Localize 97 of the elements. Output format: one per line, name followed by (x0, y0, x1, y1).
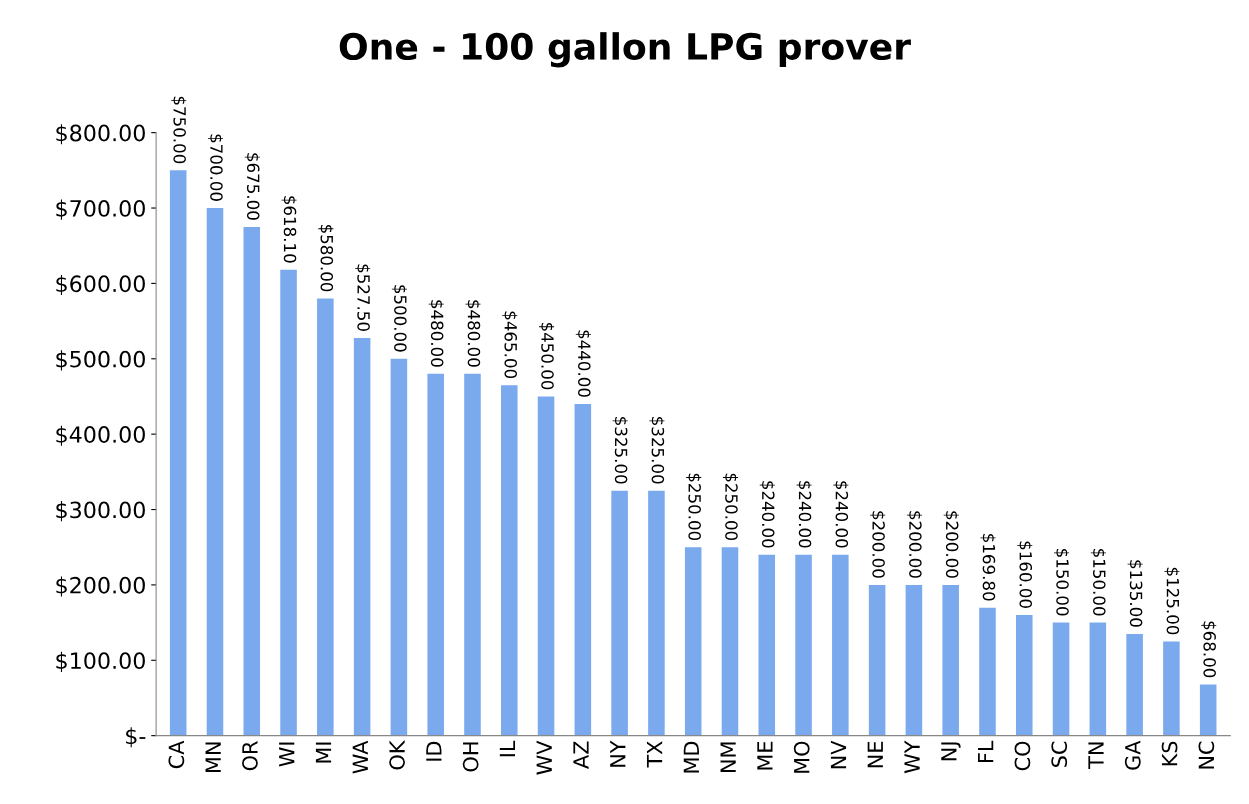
x-tick-label: TN (1088, 742, 1104, 769)
bar (868, 584, 886, 736)
bar (537, 396, 555, 736)
x-tick-label: WI (279, 742, 295, 767)
x-tick-label: MD (683, 741, 699, 773)
y-tick-label: $200.00 (56, 576, 145, 597)
data-label: $200.00 (870, 511, 886, 578)
data-label: $480.00 (465, 300, 481, 367)
x-tick-label: NE (867, 741, 883, 768)
x-tick-label: MN (205, 742, 221, 773)
data-label: $580.00 (318, 224, 334, 292)
x-tick-label: OH (462, 742, 479, 772)
bar (1199, 684, 1217, 736)
data-label: $325.00 (649, 417, 665, 484)
x-tick-label: ID (426, 741, 442, 761)
bar (979, 607, 996, 736)
data-label: $527.50 (355, 264, 371, 331)
x-tick-label: KS (1161, 741, 1178, 766)
data-label: $240.00 (759, 481, 775, 548)
data-label: $480.00 (428, 300, 444, 367)
x-tick-label: NY (610, 740, 626, 767)
bar (1052, 622, 1070, 736)
y-tick-label: $700.00 (56, 199, 145, 220)
y-tick-label: $300.00 (56, 501, 145, 522)
data-label: $500.00 (391, 285, 407, 352)
x-tick-label: GA (1124, 740, 1141, 770)
y-tick-label: $800.00 (56, 124, 145, 145)
bar (464, 373, 481, 736)
bar (795, 554, 812, 736)
data-label: $135.00 (1127, 560, 1143, 627)
data-label: $700.00 (207, 134, 224, 201)
y-tick-label: $100.00 (56, 651, 145, 672)
bar (169, 170, 187, 736)
x-tick-label: CA (168, 740, 185, 769)
x-tick-label: NC (1198, 741, 1215, 769)
data-label: $150.00 (1054, 549, 1070, 616)
x-tick-label: WV (536, 740, 552, 775)
x-tick-label: CO (1014, 741, 1031, 771)
bar (611, 490, 628, 736)
chart-title: One - 100 gallon LPG prover (339, 32, 911, 68)
x-tick-label: NV (830, 740, 847, 769)
x-tick-label: IL (499, 740, 516, 757)
x-tick-label: OR (242, 741, 258, 771)
x-tick-label: WA (352, 740, 368, 774)
bar (353, 338, 371, 736)
data-label: $150.00 (1090, 549, 1106, 616)
bar (684, 547, 702, 736)
data-label: $240.00 (833, 481, 849, 548)
data-label: $250.00 (686, 473, 702, 541)
bar (942, 584, 959, 736)
data-label: $160.00 (1017, 541, 1033, 608)
data-label: $68.00 (1201, 621, 1217, 678)
x-tick-label: NJ (941, 742, 961, 761)
bar (1126, 633, 1143, 736)
bar (1163, 641, 1180, 736)
x-tick-label: OK (389, 740, 405, 770)
x-tick-label: AZ (573, 741, 589, 769)
data-label: $750.00 (171, 96, 187, 164)
bar (427, 373, 444, 736)
data-label: $618.10 (281, 196, 297, 263)
x-tick-label: FL (978, 740, 994, 763)
data-label: $200.00 (906, 511, 922, 578)
bar (905, 584, 923, 736)
x-tick-label: SC (1051, 741, 1068, 767)
x-tick-label: MI (315, 742, 332, 763)
bar (317, 298, 334, 736)
data-label: $125.00 (1164, 567, 1180, 635)
x-tick-label: ME (757, 741, 773, 770)
bar (280, 269, 297, 736)
y-tick-label: $400.00 (56, 425, 145, 446)
data-label: $465.00 (502, 311, 518, 379)
bar (648, 490, 665, 736)
bar (243, 226, 261, 736)
data-label: $169.80 (980, 534, 996, 601)
bar (574, 404, 592, 736)
bar (1089, 622, 1107, 736)
bar (832, 554, 849, 736)
bar (206, 208, 224, 736)
data-label: $675.00 (244, 153, 260, 220)
data-label: $200.00 (943, 511, 959, 578)
data-label: $440.00 (575, 330, 591, 397)
bar (500, 385, 518, 736)
data-label: $325.00 (612, 417, 628, 484)
bar (390, 358, 408, 736)
bar (721, 547, 739, 736)
bar (758, 554, 776, 736)
y-tick-label: $600.00 (56, 274, 145, 296)
y-tick-label: $500.00 (56, 350, 145, 371)
data-label: $250.00 (722, 473, 739, 541)
x-tick-label: NM (720, 742, 736, 773)
x-tick-label: MO (793, 741, 810, 773)
data-label: $240.00 (796, 481, 812, 548)
x-tick-label: WY (904, 740, 920, 774)
data-label: $450.00 (539, 322, 555, 390)
y-tick-label: $- (126, 727, 146, 748)
x-tick-label: TX (646, 741, 663, 768)
bar (1015, 615, 1033, 736)
